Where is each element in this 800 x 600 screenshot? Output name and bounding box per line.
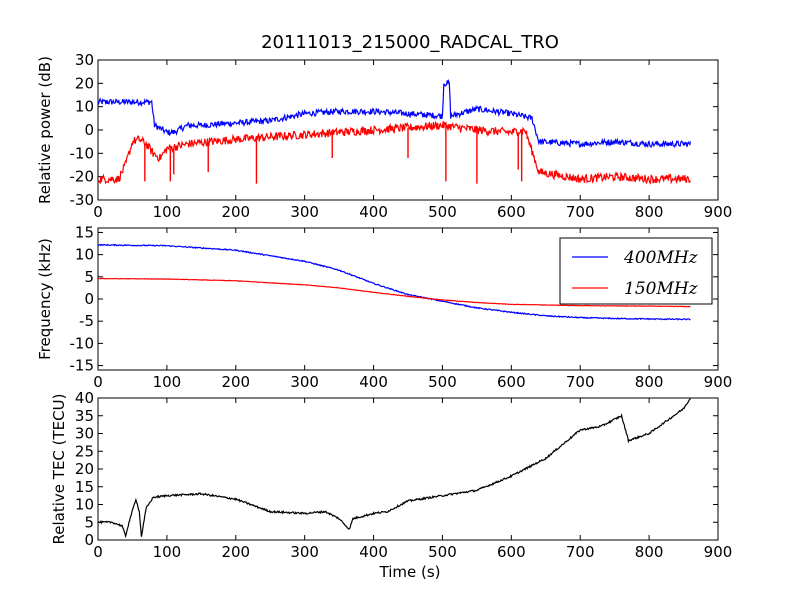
x-axis-label: Time (s) [379,563,441,581]
tec-xtick-label: 100 [153,543,182,561]
power-series-line-1 [97,120,691,185]
power-xtick-label: 500 [428,203,457,221]
power-xtick-label: 600 [497,203,526,221]
frequency-ylabel: Frequency (kHz) [36,238,54,360]
tec-plot-frame [97,397,719,541]
tec-ytick-label: 20 [75,460,94,478]
tec-ytick-label: 30 [75,425,94,443]
power-xtick-label: 100 [153,203,182,221]
tec-series-line-0 [97,398,691,539]
frequency-ytick-label: -5 [79,312,94,330]
frequency-ticks: 0 100 200 300 400 500 600 700 800 900 -15 -10 -5 0 5 10… [70,223,733,391]
frequency-xtick-label: 0 [93,373,103,391]
tec-xtick-label: 800 [635,543,664,561]
power-ytick-label: -30 [70,191,95,209]
frequency-series [97,243,691,321]
power-ytick-label: 0 [84,121,94,139]
tec-xtick-label: 400 [359,543,388,561]
frequency-xtick-label: 500 [428,373,457,391]
frequency-xtick-label: 100 [153,373,182,391]
power-xtick-label: 0 [93,203,103,221]
frequency-ytick-label: 10 [75,246,94,264]
power-xtick-label: 300 [290,203,319,221]
frequency-xtick-label: 800 [635,373,664,391]
frequency-xtick-label: 700 [566,373,595,391]
power-xtick-label: 200 [221,203,250,221]
tec-ytick-label: 0 [84,531,94,549]
frequency-ytick-label: -15 [70,357,95,375]
power-ylabel: Relative power (dB) [36,56,54,204]
power-ytick-label: -20 [70,168,95,186]
frequency-xtick-label: 200 [221,373,250,391]
tec-xtick-label: 900 [704,543,733,561]
tec-xtick-label: 200 [221,543,250,561]
tec-xtick-label: 300 [290,543,319,561]
tec-xtick-label: 600 [497,543,526,561]
tec-xtick-label: 0 [93,543,103,561]
legend-box [559,237,713,305]
frequency-xtick-label: 600 [497,373,526,391]
power-panel: 0 100 200 300 400 500 600 700 800 900 -30 -20 -10 0 10… [36,51,732,221]
frequency-panel: 0 100 200 300 400 500 600 700 800 900 -15 -10 -5 0 5 10… [36,223,732,391]
frequency-ytick-label: 5 [84,268,94,286]
tec-panel: 0 100 200 300 400 500 600 700 800 900051015202530… [50,389,732,561]
tec-ytick-label: 40 [75,389,94,407]
frequency-xtick-label: 400 [359,373,388,391]
tec-series [97,398,691,539]
legend: 400MHz 150MHz [559,237,713,305]
tec-xtick-label: 700 [566,543,595,561]
tec-ytick-label: 15 [75,478,94,496]
tec-ylabel: Relative TEC (TECU) [50,394,68,545]
power-xtick-label: 900 [704,203,733,221]
tec-ticks: 0 100 200 300 400 500 600 700 800 900051015202530… [75,389,732,561]
power-series [97,78,691,185]
chart-title: 20111013_215000_RADCAL_TRO [261,32,559,53]
frequency-series-line-0 [97,243,691,321]
frequency-series-line-1 [97,277,691,308]
tec-ytick-label: 25 [75,442,94,460]
power-ytick-label: -10 [70,144,95,162]
power-xtick-label: 400 [359,203,388,221]
tec-ytick-label: 35 [75,407,94,425]
tec-xtick-label: 500 [428,543,457,561]
frequency-xtick-label: 300 [290,373,319,391]
frequency-ytick-label: 15 [75,223,94,241]
power-ytick-label: 30 [75,51,94,69]
tec-ytick-label: 5 [84,513,94,531]
power-xtick-label: 700 [566,203,595,221]
power-ytick-label: 10 [75,98,94,116]
legend-label-150: 150MHz [624,279,699,299]
power-ticks: 0 100 200 300 400 500 600 700 800 900 -30 -20 -10 0 10… [70,51,733,221]
power-series-line-0 [97,78,691,149]
legend-label-400: 400MHz [623,248,699,268]
tec-ytick-label: 10 [75,496,94,514]
power-ytick-label: 20 [75,74,94,92]
frequency-ytick-label: 0 [84,290,94,308]
frequency-ytick-label: -10 [70,334,95,352]
power-xtick-label: 800 [635,203,664,221]
frequency-xtick-label: 900 [704,373,733,391]
